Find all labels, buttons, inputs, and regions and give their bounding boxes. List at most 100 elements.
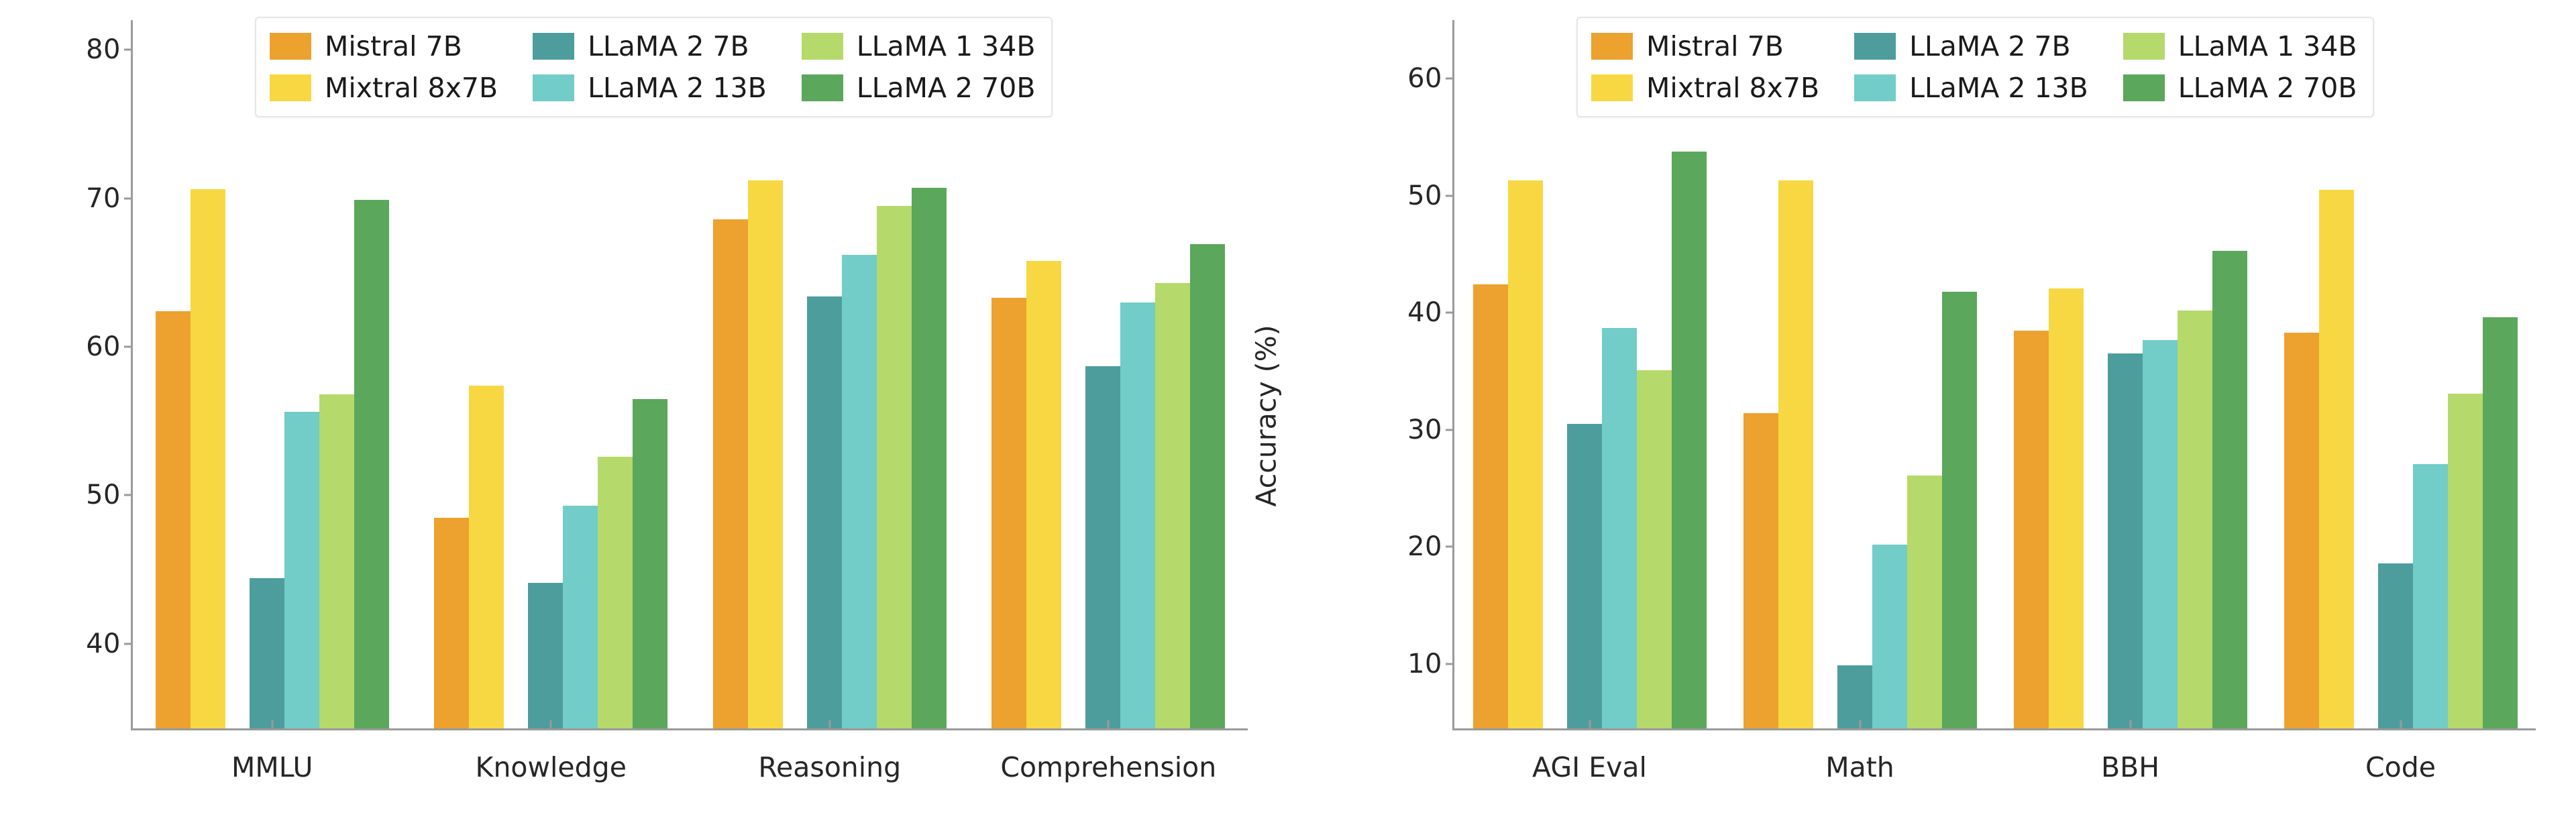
bar-mistral-7b-mmlu[interactable] <box>155 311 191 728</box>
bar-llama-2-70b-comprehension[interactable] <box>1190 244 1226 728</box>
bar-llama-1-34b-code[interactable] <box>2447 393 2483 728</box>
x-tick-mark <box>1589 720 1591 730</box>
bar-llama-2-7b-bbh[interactable] <box>2107 353 2143 728</box>
bar-mixtral-8x7b-math[interactable] <box>1778 180 1813 728</box>
bar-mixtral-8x7b-bbh[interactable] <box>2048 288 2084 728</box>
x-axis-label-math: Math <box>1825 751 1894 783</box>
bar-llama-2-13b-comprehension[interactable] <box>1120 302 1156 728</box>
legend-item-llama-2-7b[interactable]: LLaMA 2 7B <box>533 30 767 62</box>
legend-label: LLaMA 2 13B <box>588 72 767 104</box>
bar-llama-2-7b-knowledge[interactable] <box>528 583 564 728</box>
legend-item-llama-2-70b[interactable]: LLaMA 2 70B <box>2123 72 2357 104</box>
bar-llama-1-34b-math[interactable] <box>1907 475 1942 728</box>
bar-llama-2-13b-reasoning[interactable] <box>841 254 877 728</box>
bar-llama-2-7b-mmlu[interactable] <box>249 578 284 728</box>
bar-mistral-7b-bbh[interactable] <box>2013 330 2049 728</box>
x-tick-mark <box>549 720 552 730</box>
bar-group-code: Code <box>2284 20 2518 783</box>
bar-llama-2-13b-knowledge[interactable] <box>563 505 598 728</box>
bar-llama-2-13b-code[interactable] <box>2412 463 2448 728</box>
bar-llama-2-70b-bbh[interactable] <box>2212 250 2247 728</box>
bar-llama-2-7b-agi-eval[interactable] <box>1566 424 1602 728</box>
bar-group-agi-eval: AGI Eval <box>1472 20 1707 783</box>
bar-mistral-7b-math[interactable] <box>1743 413 1778 728</box>
y-tick-mark <box>124 494 133 496</box>
bar-mixtral-8x7b-agi-eval[interactable] <box>1507 180 1543 728</box>
legend-label: Mistral 7B <box>1646 30 1784 62</box>
bar-mistral-7b-comprehension[interactable] <box>991 298 1027 728</box>
legend-label: LLaMA 1 34B <box>2178 30 2357 62</box>
legend-swatch-icon <box>1854 33 1896 60</box>
bar-llama-2-7b-reasoning[interactable] <box>806 296 842 728</box>
y-tick-mark <box>124 197 133 200</box>
bar-llama-1-34b-bbh[interactable] <box>2177 310 2212 728</box>
legend-label: LLaMA 2 7B <box>1909 30 2071 62</box>
legend-label: LLaMA 2 70B <box>856 72 1036 104</box>
legend-item-mistral-7b[interactable]: Mistral 7B <box>1591 30 1819 62</box>
y-axis-label-right: Accuracy (%) <box>1250 324 1283 507</box>
bar-llama-2-7b-comprehension[interactable] <box>1085 366 1121 728</box>
legend-swatch-icon <box>1854 74 1896 101</box>
bar-llama-2-70b-reasoning[interactable] <box>911 188 947 728</box>
bar-llama-2-70b-knowledge[interactable] <box>633 398 668 728</box>
bar-llama-1-34b-reasoning[interactable] <box>876 205 912 728</box>
bar-mistral-7b-agi-eval[interactable] <box>1472 284 1508 728</box>
bar-llama-1-34b-comprehension[interactable] <box>1155 282 1191 728</box>
bar-mistral-7b-knowledge[interactable] <box>434 517 470 728</box>
legend-item-llama-2-13b[interactable]: LLaMA 2 13B <box>533 72 767 104</box>
bar-llama-2-70b-code[interactable] <box>2482 317 2518 728</box>
bar-llama-2-13b-agi-eval[interactable] <box>1601 328 1637 728</box>
x-tick-mark <box>2129 720 2131 730</box>
bar-llama-2-13b-mmlu[interactable] <box>284 412 319 728</box>
bar-llama-2-70b-math[interactable] <box>1941 291 1977 728</box>
x-axis-label-reasoning: Reasoning <box>758 751 902 783</box>
legend-item-mixtral-8x7b[interactable]: Mixtral 8x7B <box>270 72 498 104</box>
y-tick-left-60: 60 <box>68 331 133 362</box>
x-axis-label-comprehension: Comprehension <box>1000 751 1217 783</box>
y-tick-mark <box>1446 77 1454 80</box>
bar-llama-1-34b-agi-eval[interactable] <box>1636 370 1672 728</box>
legend-label: Mistral 7B <box>325 30 462 62</box>
bar-llama-2-7b-code[interactable] <box>2377 563 2413 728</box>
bar-llama-2-13b-bbh[interactable] <box>2142 339 2178 728</box>
bar-mistral-7b-reasoning[interactable] <box>712 219 748 728</box>
bar-group-comprehension: Comprehension <box>991 20 1226 783</box>
bar-mixtral-8x7b-knowledge[interactable] <box>469 385 504 728</box>
bar-llama-2-7b-math[interactable] <box>1837 665 1872 728</box>
bar-groups-right: AGI Eval Math BBH Code <box>1454 20 2536 783</box>
bar-llama-1-34b-knowledge[interactable] <box>598 456 633 728</box>
bar-mistral-7b-code[interactable] <box>2284 333 2319 728</box>
bar-mixtral-8x7b-reasoning[interactable] <box>747 180 783 728</box>
y-tick-right-20: 20 <box>1390 531 1454 562</box>
legend-item-llama-1-34b[interactable]: LLaMA 1 34B <box>801 30 1035 62</box>
y-tick-label: 80 <box>86 34 121 66</box>
legend-swatch-icon <box>533 33 575 60</box>
legend-item-llama-1-34b[interactable]: LLaMA 1 34B <box>2123 30 2357 62</box>
bar-mixtral-8x7b-mmlu[interactable] <box>190 189 225 728</box>
legend-item-llama-2-13b[interactable]: LLaMA 2 13B <box>1854 72 2088 104</box>
bar-mixtral-8x7b-code[interactable] <box>2318 190 2354 728</box>
legend-label: LLaMA 2 70B <box>2178 72 2357 104</box>
legend-swatch-icon <box>801 33 843 60</box>
y-tick-mark <box>1446 429 1454 431</box>
legend-item-llama-2-7b[interactable]: LLaMA 2 7B <box>1854 30 2088 62</box>
y-tick-label: 70 <box>86 182 121 214</box>
legend-label: LLaMA 2 13B <box>1909 72 2088 104</box>
x-tick-mark <box>1107 720 1110 730</box>
bar-llama-2-70b-mmlu[interactable] <box>354 199 389 728</box>
legend-left: Mistral 7B Mixtral 8x7B LLaMA 2 7B LLaMA 2 … <box>255 17 1053 117</box>
bar-llama-1-34b-mmlu[interactable] <box>319 394 354 728</box>
legend-item-mistral-7b[interactable]: Mistral 7B <box>270 30 498 62</box>
bar-llama-2-70b-agi-eval[interactable] <box>1671 151 1707 728</box>
bar-llama-2-13b-math[interactable] <box>1872 544 1907 728</box>
legend-label: Mixtral 8x7B <box>1646 72 1820 104</box>
legend-swatch-icon <box>801 74 843 101</box>
legend-item-mixtral-8x7b[interactable]: Mixtral 8x7B <box>1591 72 1819 104</box>
bar-mixtral-8x7b-comprehension[interactable] <box>1026 260 1062 728</box>
legend-swatch-icon <box>533 74 575 101</box>
legend-right: Mistral 7B Mixtral 8x7B LLaMA 2 7B LLaMA 2 … <box>1576 17 2375 117</box>
x-axis-label-agi-eval: AGI Eval <box>1532 751 1647 783</box>
x-axis-label-bbh: BBH <box>2100 751 2160 783</box>
legend-item-llama-2-70b[interactable]: LLaMA 2 70B <box>801 72 1036 104</box>
